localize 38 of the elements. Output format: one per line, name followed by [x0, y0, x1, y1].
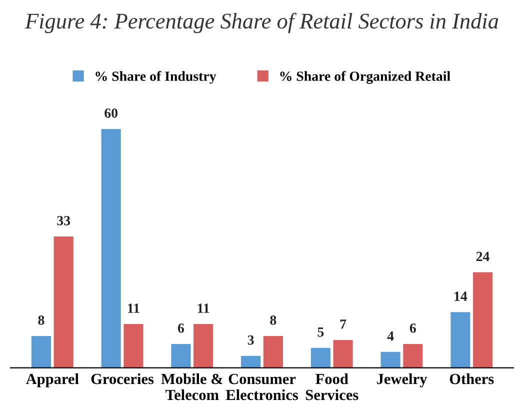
bar	[31, 336, 52, 368]
bar	[450, 312, 470, 368]
data-label: 3	[248, 335, 254, 345]
bar	[54, 236, 74, 368]
bar	[241, 356, 261, 368]
bar	[403, 344, 423, 368]
legend-label: % Share of Organized Retail	[280, 71, 450, 84]
x-tick-label: Others	[450, 373, 494, 384]
data-label: 14	[454, 292, 468, 301]
data-label: 5	[318, 328, 324, 337]
bar	[124, 324, 144, 368]
legend-label: % Share of Industry	[96, 71, 216, 84]
data-label: 8	[38, 315, 44, 325]
bar	[310, 348, 330, 368]
data-label: 11	[198, 304, 210, 313]
bar	[101, 128, 121, 368]
bar	[263, 336, 283, 368]
x-tick-label: Mobile & Telecom	[161, 373, 223, 400]
x-tick-label: Food Services	[306, 373, 358, 400]
data-label: 4	[387, 331, 394, 341]
bar	[380, 352, 400, 368]
x-tick-label: Jewelry	[376, 373, 428, 388]
data-label: 8	[270, 315, 276, 325]
bar	[171, 344, 191, 368]
bar	[333, 340, 353, 368]
data-label: 6	[178, 323, 184, 333]
bar	[472, 272, 493, 368]
x-tick-label: Consumer Electronics	[226, 374, 298, 400]
x-tick-label: Groceries	[91, 373, 154, 384]
x-tick-label: Apparel	[26, 373, 79, 388]
data-label: 33	[57, 216, 70, 226]
chart-title: Figure 4: Percentage Share of Retail Sectors in India	[24, 12, 498, 34]
bar	[194, 324, 214, 368]
data-label: 60	[104, 108, 118, 118]
data-label: 6	[410, 323, 416, 333]
data-label: 24	[476, 252, 490, 262]
data-label: 7	[340, 320, 346, 329]
data-label: 11	[128, 304, 140, 313]
